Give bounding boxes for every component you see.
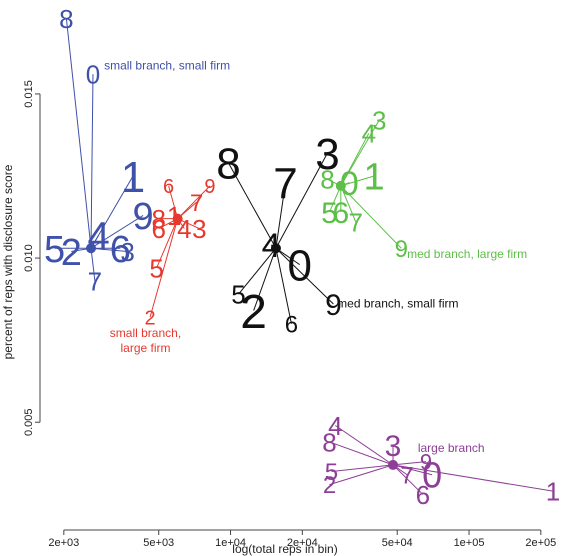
data-point-label: 7 <box>273 159 297 208</box>
data-point-label: 8 <box>216 140 240 189</box>
data-point-label: 3 <box>120 237 134 267</box>
data-point-label: 4 <box>262 227 281 265</box>
spoke-line <box>330 442 394 465</box>
data-point-label: 3 <box>372 106 386 136</box>
data-point-label: 1 <box>364 157 385 199</box>
data-point-label: 4 <box>177 214 191 244</box>
data-point-label: 0 <box>287 241 311 290</box>
data-point-label: 7 <box>88 266 102 296</box>
x-tick-label: 2e+03 <box>48 537 79 549</box>
y-tick-label: 0.010 <box>23 244 35 272</box>
data-point-label: 8 <box>322 427 336 457</box>
data-point-label: 7 <box>190 190 203 217</box>
series-annotation: med branch, small firm <box>337 296 458 310</box>
data-point-label: 4 <box>88 214 110 258</box>
y-axis-label: percent of reps with disclosure score <box>1 164 15 359</box>
data-point-label: 2 <box>61 232 82 274</box>
data-point-label: 7 <box>400 462 413 489</box>
data-point-label: 6 <box>163 176 174 198</box>
series-annotation: small branch, large firm <box>110 326 181 355</box>
data-point-label: 6 <box>332 197 349 230</box>
x-tick-label: 2e+05 <box>525 537 556 549</box>
data-point-label: 1 <box>546 477 560 507</box>
data-point-label: 8 <box>320 165 334 195</box>
series-annotation: large branch <box>418 441 485 455</box>
data-point-label: 3 <box>385 430 402 463</box>
data-point-label: 0 <box>86 60 100 90</box>
data-point-label: 8 <box>59 4 73 34</box>
axes-layer: 2e+03 5e+03 1e+04 2e+04 5e+04 1e+05 2e+05 log(t… <box>1 80 556 556</box>
series-annotation: med branch, large firm <box>407 247 527 261</box>
x-tick-label: 5e+03 <box>143 537 174 549</box>
data-point-label: 5 <box>149 253 163 283</box>
x-tick-label: 1e+05 <box>454 537 485 549</box>
y-tick-label: 0.015 <box>23 80 35 108</box>
data-point-label: 6 <box>285 311 298 338</box>
data-point-label: 9 <box>204 176 215 198</box>
data-point-label: 7 <box>349 207 363 237</box>
data-point-label: 3 <box>192 214 206 244</box>
data-point-label: 2 <box>240 286 267 339</box>
data-point-label: 2 <box>323 472 336 499</box>
data-point-label: 1 <box>121 153 145 202</box>
y-tick-label: 0.005 <box>23 408 35 436</box>
x-tick-label: 5e+04 <box>382 537 413 549</box>
data-point-label: 6 <box>416 480 430 510</box>
data-point-label: 6 <box>152 214 166 244</box>
series-annotation: small branch, small firm <box>104 58 230 72</box>
x-axis-label: log(total reps in bin) <box>232 542 337 556</box>
data-point-label: 9 <box>395 236 408 263</box>
